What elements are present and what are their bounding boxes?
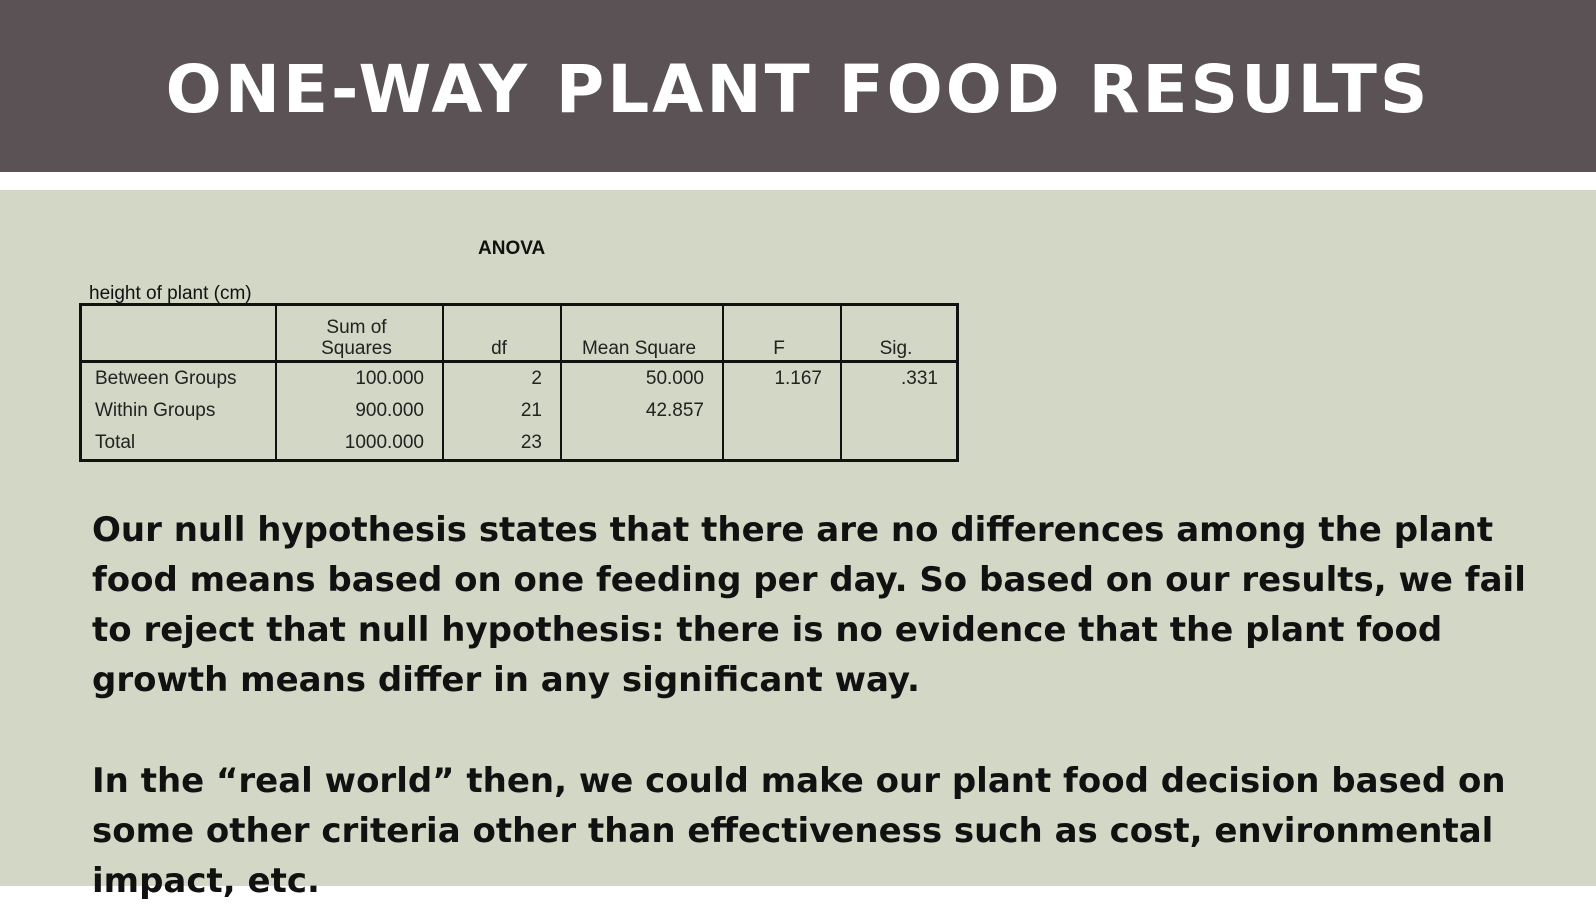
- cell-sig: [840, 427, 959, 462]
- header-f: F: [722, 303, 842, 363]
- cell-df: 21: [442, 395, 562, 427]
- divider-strip: [0, 172, 1596, 190]
- slide-title: ONE-WAY PLANT FOOD RESULTS: [165, 51, 1431, 128]
- anova-title: ANOVA: [478, 238, 546, 259]
- bottom-strip: [0, 886, 1596, 902]
- cell-ss: 100.000: [275, 361, 444, 395]
- row-label: Within Groups: [79, 395, 277, 427]
- table-caption: height of plant (cm): [89, 283, 252, 304]
- table-header-row: Sum of Squares df Mean Square F Sig.: [79, 303, 959, 363]
- table-row: Within Groups 900.000 21 42.857: [79, 395, 959, 427]
- cell-sig: .331: [840, 361, 959, 395]
- cell-f: [722, 395, 842, 427]
- table-row: Between Groups 100.000 2 50.000 1.167 .3…: [79, 361, 959, 395]
- row-label: Between Groups: [79, 361, 277, 395]
- conclusion-paragraph: Our null hypothesis states that there ar…: [92, 510, 1526, 700]
- cell-df: 23: [442, 427, 562, 462]
- header-rowhead: [79, 303, 277, 363]
- cell-ms: 50.000: [560, 361, 724, 395]
- cell-df: 2: [442, 361, 562, 395]
- header-mean-square: Mean Square: [560, 303, 724, 363]
- cell-ss: 900.000: [275, 395, 444, 427]
- header-ss-line1: Sum of: [326, 317, 387, 338]
- cell-ms: 42.857: [560, 395, 724, 427]
- row-label: Total: [79, 427, 277, 462]
- title-bar: ONE-WAY PLANT FOOD RESULTS: [0, 0, 1596, 172]
- cell-f: [722, 427, 842, 462]
- header-ss-line2: Squares: [321, 338, 392, 359]
- cell-sig: [840, 395, 959, 427]
- header-sum-of-squares: Sum of Squares: [275, 303, 444, 363]
- header-sig: Sig.: [840, 303, 959, 363]
- cell-ss: 1000.000: [275, 427, 444, 462]
- cell-f: 1.167: [722, 361, 842, 395]
- anova-table: Sum of Squares df Mean Square F Sig. Bet…: [79, 303, 959, 462]
- cell-ms: [560, 427, 724, 462]
- real-world-paragraph: In the “real world” then, we could make …: [92, 761, 1506, 901]
- header-df: df: [442, 303, 562, 363]
- table-row: Total 1000.000 23: [79, 427, 959, 462]
